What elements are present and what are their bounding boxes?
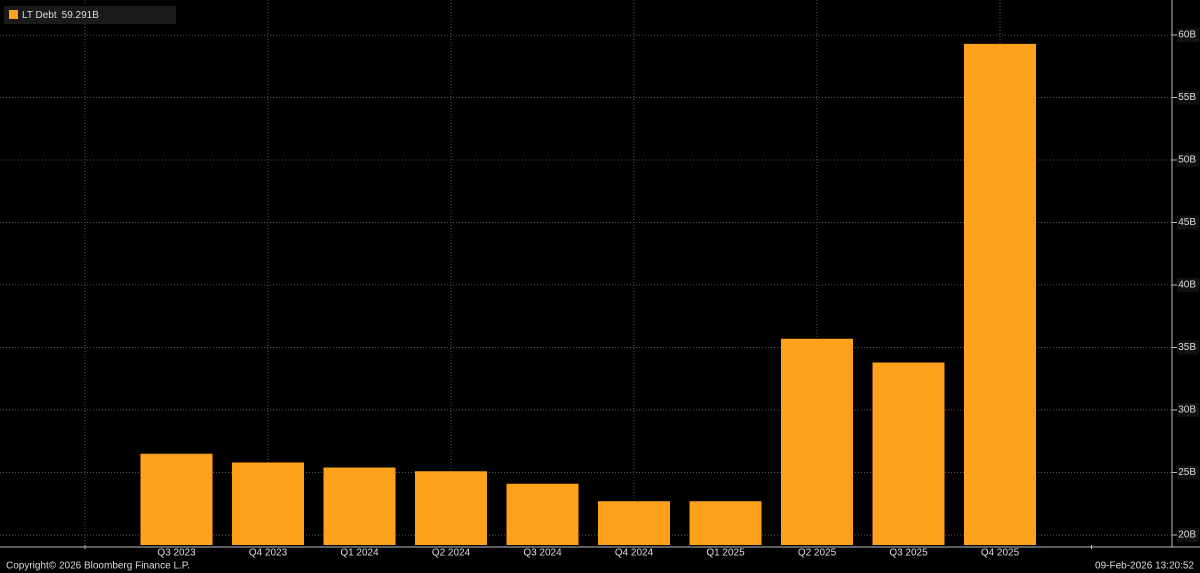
y-tick-label-box — [1177, 90, 1199, 105]
y-tick-label-box — [1177, 340, 1199, 355]
bar — [689, 501, 762, 545]
y-tick-label: 30B — [1178, 405, 1196, 416]
y-tick-label: 25B — [1178, 467, 1196, 478]
y-tick-label-box — [1177, 28, 1199, 42]
bar — [323, 467, 396, 545]
x-tick-label: Q4 2024 — [615, 548, 654, 559]
legend: LT Debt 59.291B — [4, 6, 176, 24]
bar — [598, 501, 670, 545]
y-tick-label: 20B — [1178, 530, 1196, 541]
y-tick-label-box — [1177, 528, 1199, 542]
x-tick-label: Q3 2023 — [157, 548, 196, 559]
legend-box — [4, 6, 176, 24]
bar — [781, 338, 853, 545]
legend-swatch — [9, 10, 18, 19]
y-tick-label: 45B — [1178, 217, 1196, 228]
bar — [506, 483, 579, 545]
x-tick-label: Q3 2025 — [889, 548, 928, 559]
y-tick-label-box — [1177, 403, 1199, 417]
y-tick-label-box — [1177, 153, 1199, 167]
bar — [140, 453, 213, 545]
footer-right: 09-Feb-2026 13:20:52 — [1095, 561, 1194, 572]
bar — [964, 43, 1036, 546]
y-tick-label: 60B — [1178, 30, 1196, 41]
legend-value: 59.291B — [62, 10, 100, 21]
legend-label: LT Debt — [22, 10, 57, 21]
y-tick-label: 40B — [1178, 280, 1196, 291]
y-tick-label-box — [1177, 278, 1199, 292]
x-tick-label: Q4 2025 — [981, 548, 1020, 559]
footer-left: Copyright© 2026 Bloomberg Finance L.P. — [6, 561, 190, 572]
y-tick-label: 55B — [1178, 92, 1196, 103]
x-tick-label: Q1 2024 — [340, 548, 379, 559]
y-tick-label: 35B — [1178, 342, 1196, 353]
bar — [415, 471, 487, 545]
x-tick-label: Q4 2023 — [249, 548, 288, 559]
x-tick-label: Q3 2024 — [523, 548, 562, 559]
y-tick-label-box — [1177, 215, 1199, 230]
x-tick-label: Q2 2024 — [432, 548, 471, 559]
x-tick-label: Q2 2025 — [798, 548, 837, 559]
y-tick-label-box — [1177, 465, 1199, 480]
bar — [872, 362, 945, 545]
y-tick-label: 50B — [1178, 155, 1196, 166]
x-tick-label: Q1 2025 — [706, 548, 745, 559]
bar — [232, 462, 304, 545]
